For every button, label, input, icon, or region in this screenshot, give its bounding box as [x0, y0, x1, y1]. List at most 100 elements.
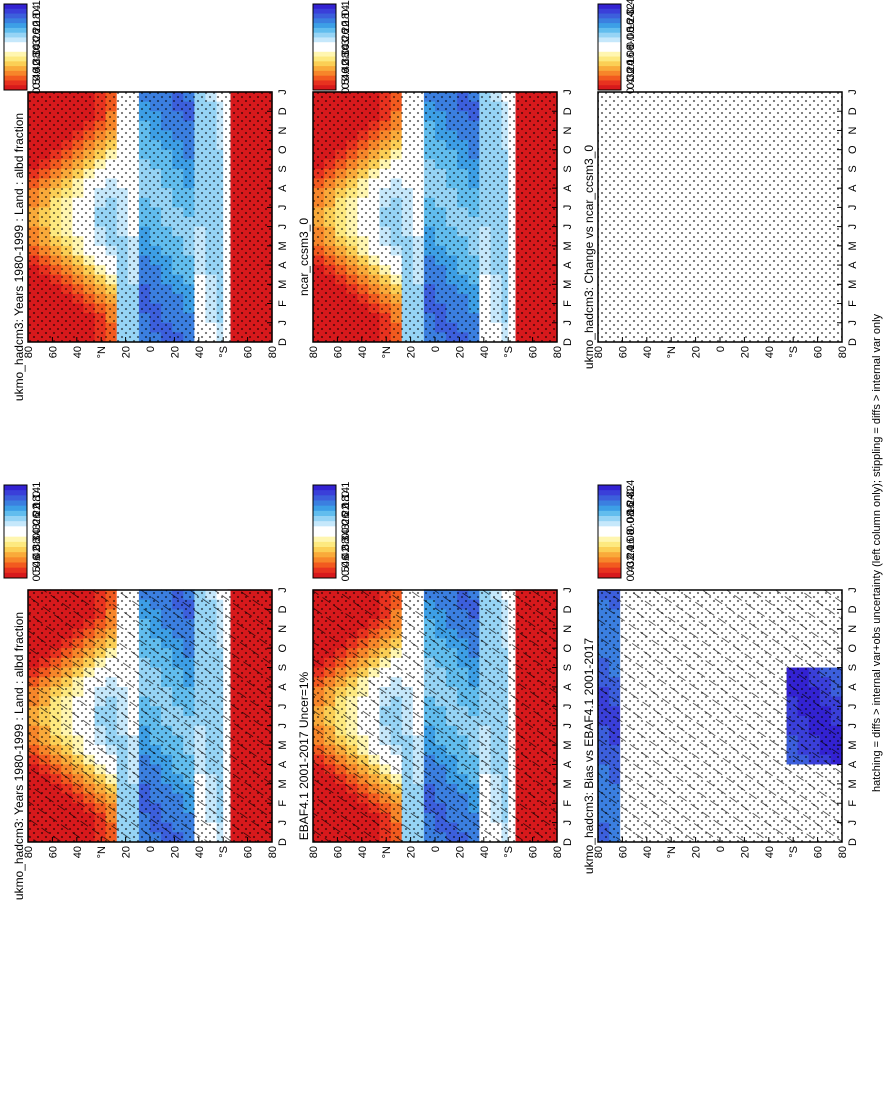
- colorbar-swatch: [4, 515, 27, 522]
- colorbar-label: 0.22: [340, 21, 352, 42]
- stippling-overlay: [598, 590, 842, 842]
- month-tick-label: M: [847, 779, 859, 788]
- month-tick-label: M: [847, 740, 859, 749]
- panel-title: ukmo_hadcm3: Years 1980-1999 : Land : al…: [12, 113, 26, 401]
- month-tick-label: M: [847, 280, 859, 289]
- colorbar-label: 0.22: [31, 504, 43, 525]
- lat-tick-label: 40: [764, 846, 776, 858]
- month-tick-label: O: [562, 643, 574, 652]
- colorbar-swatch: [313, 494, 336, 501]
- colorbar-label: -0.4: [625, 480, 637, 499]
- colorbar-swatch: [4, 41, 27, 47]
- month-tick-label: M: [277, 740, 289, 749]
- month-tick-label: D: [277, 107, 289, 115]
- colorbar-swatch: [598, 22, 621, 28]
- lat-tick-label: 60: [617, 846, 629, 858]
- lat-tick-label: 80: [308, 846, 320, 858]
- colorbar-label: 0.5: [340, 78, 352, 93]
- lat-tick-label: 60: [528, 346, 540, 358]
- colorbar-swatch: [598, 60, 621, 67]
- lat-tick-label: 80: [837, 346, 849, 358]
- panel-title: ukmo_hadcm3: Years 1980-1999 : Land : al…: [12, 612, 26, 900]
- colorbar-swatch: [4, 3, 27, 9]
- colorbar-label: 0.26: [31, 512, 43, 533]
- month-tick-label: J: [847, 205, 859, 211]
- colorbar-label: 0.3: [340, 39, 352, 54]
- month-tick-label: J: [562, 704, 574, 710]
- colorbar-label: 0.46: [340, 555, 352, 576]
- month-tick-label: M: [847, 241, 859, 250]
- lat-tick-label: 20: [691, 846, 703, 858]
- colorbar-swatch: [4, 541, 27, 547]
- lat-tick-label: 40: [479, 346, 491, 358]
- month-tick-label: N: [277, 625, 289, 633]
- lat-tick-label: 20: [121, 346, 133, 358]
- colorbar-label: 0.42: [31, 546, 43, 567]
- colorbar-label: 0.1: [340, 0, 352, 15]
- lat-tick-label: 60: [813, 846, 825, 858]
- panel: D J F M A M J J A S O N D J 80 60 40 °N 20 0 20 40 °S 60 80 EBAF4…: [297, 482, 574, 859]
- colorbar-swatch: [598, 520, 621, 527]
- month-tick-label: J: [562, 587, 574, 593]
- month-tick-label: J: [847, 704, 859, 710]
- colorbar-swatch: [4, 562, 27, 568]
- colorbar-swatch: [313, 515, 336, 522]
- colorbar-frame: [3, 3, 28, 91]
- colorbar-label: 0.18: [31, 13, 43, 34]
- colorbar-swatch: [4, 60, 27, 67]
- colorbar-swatch: [4, 510, 27, 516]
- month-tick-label: J: [562, 224, 574, 230]
- colorbar-swatch: [313, 484, 336, 491]
- colorbar-swatch: [313, 27, 336, 33]
- colorbar-swatch: [4, 494, 27, 501]
- colorbar-swatch: [598, 494, 621, 501]
- lat-tick-label: 20: [739, 846, 751, 858]
- colorbar-swatch: [313, 22, 336, 28]
- month-tick-label: A: [277, 261, 289, 269]
- colorbar-frame: [597, 3, 622, 91]
- colorbar-swatch: [313, 60, 336, 67]
- colorbar-label: 0.46: [340, 68, 352, 89]
- colorbar-swatch: [313, 551, 336, 558]
- stippling-overlay: [598, 92, 842, 342]
- colorbar-swatch: [4, 22, 27, 28]
- colorbar-swatch: [313, 32, 336, 38]
- month-tick-label: J: [277, 320, 289, 326]
- colorbar-swatch: [313, 46, 336, 52]
- lat-tick-label: 20: [121, 846, 133, 858]
- colorbar-swatch: [598, 531, 621, 537]
- month-tick-label: J: [847, 587, 859, 593]
- colorbar-swatch: [598, 536, 621, 542]
- lat-tick-label: 60: [332, 346, 344, 358]
- month-tick-label: D: [847, 605, 859, 613]
- colorbar-label: 0.38: [340, 538, 352, 559]
- colorbar-swatch: [4, 531, 27, 537]
- lat-tick-label: 60: [47, 846, 59, 858]
- month-tick-label: A: [847, 261, 859, 269]
- colorbar-swatch: [313, 505, 336, 511]
- lat-tick-label: 80: [552, 846, 564, 858]
- month-tick-label: S: [562, 165, 574, 172]
- lat-tick-label: °N: [96, 346, 108, 358]
- figure-footer: hatching = diffs > internal var+obs unce…: [871, 313, 883, 792]
- month-tick-label: M: [277, 241, 289, 250]
- month-tick-label: O: [847, 145, 859, 154]
- colorbar-swatch: [4, 572, 27, 578]
- colorbar-label: 0.18: [340, 13, 352, 34]
- month-tick-label: S: [847, 664, 859, 671]
- colorbar-frame: [3, 484, 28, 579]
- colorbar-swatch: [598, 484, 621, 491]
- colorbar-label: 0.5: [31, 78, 43, 93]
- colorbar-label: 0.38: [31, 52, 43, 73]
- colorbar-swatch: [313, 525, 336, 532]
- colorbar-label: 0.34: [340, 529, 352, 550]
- month-tick-label: F: [562, 300, 574, 307]
- month-tick-label: J: [277, 89, 289, 95]
- lat-tick-label: 20: [454, 846, 466, 858]
- month-tick-label: A: [847, 760, 859, 768]
- month-tick-label: J: [277, 587, 289, 593]
- colorbar-label: 0.3: [31, 39, 43, 54]
- colorbar-swatch: [313, 536, 336, 542]
- lat-tick-label: °S: [503, 846, 515, 858]
